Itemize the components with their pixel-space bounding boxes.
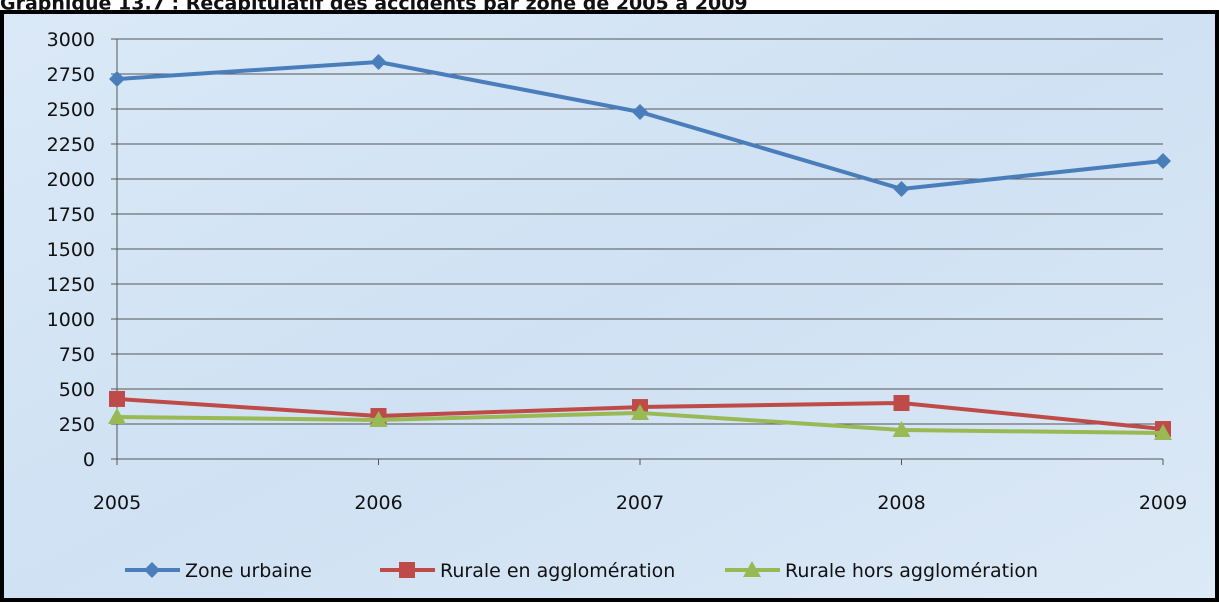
x-tick-label: 2007 [616,492,664,514]
marker [108,408,126,424]
y-tick-label: 500 [59,379,95,401]
y-tick-label: 2750 [47,64,95,86]
marker [1154,423,1172,440]
x-tick-label: 2006 [354,492,402,514]
marker [893,180,910,197]
marker [631,403,649,420]
legend-label: Zone urbaine [185,560,312,582]
marker [743,561,761,577]
y-tick-label: 1000 [47,309,95,331]
marker [892,421,911,438]
y-tick-label: 3000 [47,29,95,51]
y-tick-label: 250 [59,414,95,436]
y-tick-label: 0 [83,449,95,471]
marker [109,71,125,88]
y-tick-label: 1500 [47,239,95,261]
marker [399,562,415,578]
y-tick-label: 1250 [47,274,95,296]
x-tick-label: 2008 [877,492,925,514]
y-tick-label: 2000 [47,169,95,191]
x-tick-label: 2005 [93,492,141,514]
chart-frame [0,10,1219,602]
y-tick-label: 750 [59,344,95,366]
marker [109,390,125,407]
marker [632,103,648,120]
marker [1155,152,1171,169]
legend-label: Rurale hors agglomération [785,560,1038,582]
x-tick-label: 2009 [1139,492,1187,514]
marker [370,53,387,70]
y-tick-label: 2250 [47,134,95,156]
marker [893,395,910,411]
legend-label: Rurale en agglomération [440,560,675,582]
marker [144,562,160,578]
y-tick-label: 2500 [47,99,95,121]
marker [369,410,388,427]
y-tick-label: 1750 [47,204,95,226]
